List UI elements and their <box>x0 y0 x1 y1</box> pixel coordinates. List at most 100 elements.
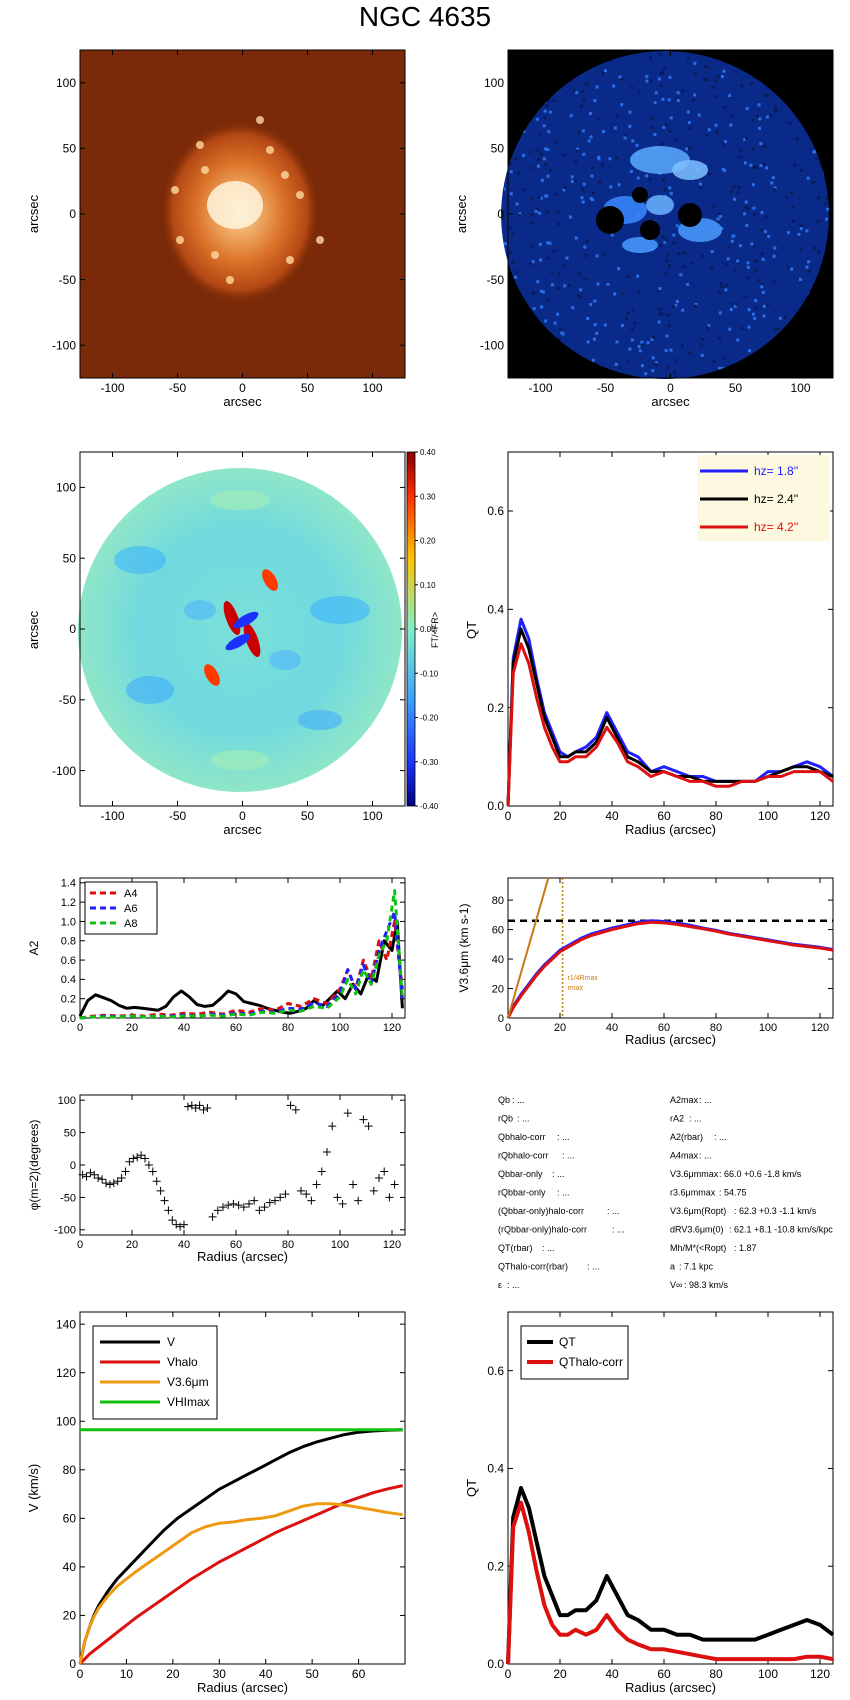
noise-pixel <box>535 207 539 211</box>
noise-pixel <box>623 136 627 140</box>
phase-point <box>141 1154 149 1163</box>
noise-pixel <box>509 227 513 231</box>
param-value: : ... <box>699 1095 712 1105</box>
noise-pixel <box>658 307 662 311</box>
phase-point <box>286 1101 295 1110</box>
noise-pixel <box>791 205 795 209</box>
x-tick-label: 60 <box>352 1667 366 1681</box>
noise-pixel <box>540 178 544 182</box>
noise-pixel <box>767 234 771 238</box>
noise-pixel <box>580 104 584 108</box>
y-tick-label: 0.6 <box>61 955 76 967</box>
noise-pixel <box>532 307 536 311</box>
noise-pixel <box>630 327 634 331</box>
x-tick-label: 0 <box>239 809 246 823</box>
phase-point <box>354 1196 363 1205</box>
y-tick-label: 1.2 <box>61 897 76 909</box>
noise-pixel <box>672 241 676 245</box>
noise-pixel <box>569 114 573 118</box>
y-tick-label: 20 <box>492 983 504 995</box>
noise-pixel <box>746 265 750 269</box>
noise-pixel <box>591 166 595 170</box>
noise-pixel <box>651 335 655 339</box>
noise-pixel <box>550 270 554 274</box>
force-feature <box>210 490 270 510</box>
noise-pixel <box>629 170 633 174</box>
noise-pixel <box>688 127 692 131</box>
param-value: : ... <box>689 1114 702 1124</box>
noise-pixel <box>815 157 819 161</box>
x-tick-label: -50 <box>169 809 187 823</box>
y-tick-label: 0.6 <box>487 1364 504 1378</box>
noise-pixel <box>610 233 614 237</box>
param-value: : ... <box>517 1114 530 1124</box>
noise-pixel <box>795 137 799 141</box>
noise-pixel <box>755 306 759 310</box>
y-tick-label: -100 <box>54 1225 76 1237</box>
x-tick-label: 20 <box>553 809 567 823</box>
noise-pixel <box>771 176 775 180</box>
noise-pixel <box>538 242 542 246</box>
y-tick-label: 0 <box>497 207 504 221</box>
noise-pixel <box>531 244 535 248</box>
noise-pixel <box>645 174 649 178</box>
noise-pixel <box>517 214 521 218</box>
noise-pixel <box>603 69 607 73</box>
noise-pixel <box>812 150 816 154</box>
y-tick-label: 0 <box>69 1657 76 1671</box>
noise-pixel <box>595 331 599 335</box>
noise-pixel <box>556 312 560 316</box>
y-tick-label: 0.2 <box>61 994 76 1006</box>
noise-pixel <box>760 285 764 289</box>
axes-frame <box>79 877 406 1019</box>
noise-pixel <box>541 290 545 294</box>
legend-label: V3.6μm <box>167 1375 209 1389</box>
noise-pixel <box>637 345 641 349</box>
y-tick-label: -100 <box>480 338 504 352</box>
noise-pixel <box>601 163 605 167</box>
noise-pixel <box>591 358 595 362</box>
noise-pixel <box>646 341 650 345</box>
noise-pixel <box>723 140 727 144</box>
noise-pixel <box>753 269 757 273</box>
noise-pixel <box>747 308 751 312</box>
noise-pixel <box>586 340 590 344</box>
noise-pixel <box>613 126 617 130</box>
noise-pixel <box>631 308 635 312</box>
noise-pixel <box>686 110 690 114</box>
noise-pixel <box>751 165 755 169</box>
param-label: Qb <box>498 1095 510 1105</box>
y-tick-label: 100 <box>56 76 76 90</box>
noise-pixel <box>650 117 654 121</box>
noise-pixel <box>682 251 686 255</box>
param-label: dRV3.6μm(0) <box>670 1225 724 1235</box>
noise-pixel <box>686 56 690 60</box>
noise-pixel <box>635 143 639 147</box>
noise-pixel <box>509 162 513 166</box>
noise-pixel <box>723 356 727 360</box>
rmax-label: r1/4Rmax <box>568 975 599 982</box>
galaxy-core <box>207 181 263 229</box>
noise-pixel <box>743 138 747 142</box>
y-tick-label: 100 <box>484 76 504 90</box>
phase-point <box>102 1179 110 1188</box>
noise-pixel <box>776 327 780 331</box>
noise-pixel <box>501 210 504 214</box>
param-value: : 1.87 <box>734 1243 757 1253</box>
noise-pixel <box>737 186 741 190</box>
noise-pixel <box>726 246 730 250</box>
blue-blob <box>672 160 708 180</box>
noise-pixel <box>536 149 540 153</box>
y-tick-label: 60 <box>63 1512 77 1526</box>
phase-point <box>385 1193 394 1202</box>
noise-pixel <box>630 86 634 90</box>
panel-qt-hz: 0 20 40 60 80 100 120 0.0 0.2 0.4 0.6 Radius (arcse… <box>464 451 834 837</box>
noise-pixel <box>758 126 762 130</box>
noise-pixel <box>587 139 591 143</box>
noise-pixel <box>693 93 697 97</box>
series-line <box>506 1500 834 1665</box>
noise-pixel <box>746 207 750 211</box>
axes-blue-image: -100 -50 0 50 100 -100 -50 0 50 100 arcsec arcsec <box>454 49 834 409</box>
phase-point <box>199 1105 208 1114</box>
phase-point <box>291 1105 300 1114</box>
